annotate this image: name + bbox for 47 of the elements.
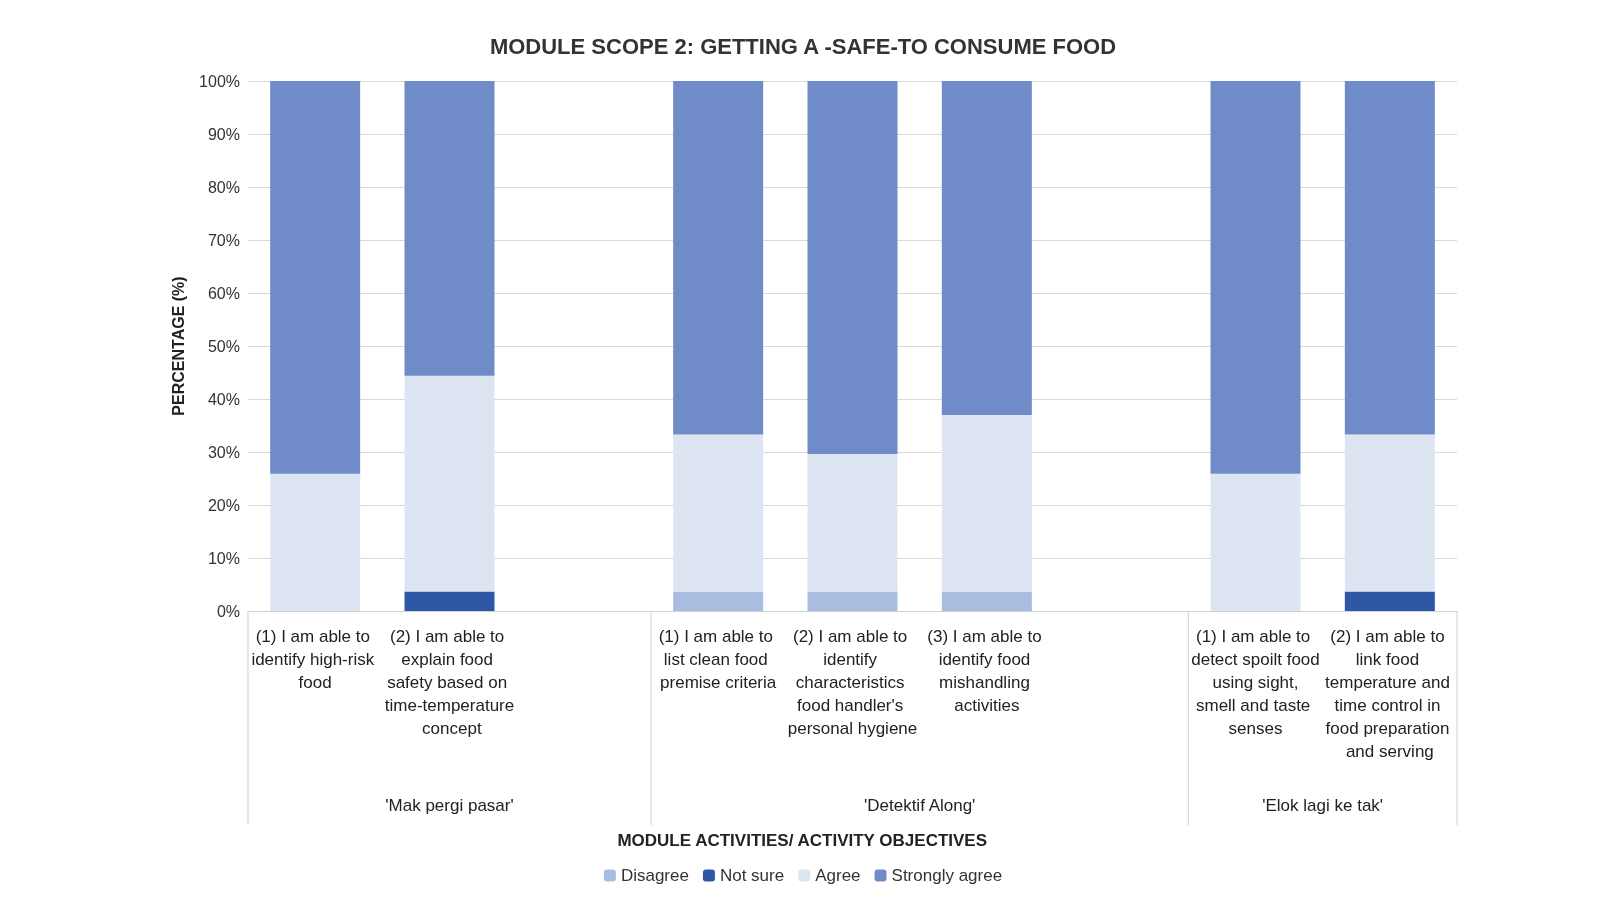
bar bbox=[270, 81, 361, 474]
bar bbox=[404, 375, 495, 592]
legend-label: Strongly agree bbox=[891, 866, 1003, 885]
bar bbox=[673, 591, 764, 611]
bar bbox=[807, 454, 898, 592]
y-tick-label: 100% bbox=[199, 72, 240, 90]
x-tick-label: (3) I am able to identify food mishandling activities bbox=[927, 627, 1047, 715]
text: 'Elok lagi ke tak' bbox=[1262, 796, 1384, 815]
text: 'Mak pergi pasar' bbox=[385, 796, 514, 815]
bar bbox=[1210, 81, 1301, 474]
bar bbox=[1344, 591, 1435, 611]
y-tick-label: 90% bbox=[207, 125, 240, 143]
y-tick-label: 60% bbox=[207, 284, 240, 302]
bar bbox=[941, 591, 1032, 611]
y-tick-label: 20% bbox=[207, 496, 240, 514]
bar bbox=[404, 591, 495, 611]
y-tick-label: 80% bbox=[207, 178, 240, 196]
bar bbox=[404, 81, 495, 376]
bar bbox=[673, 434, 764, 592]
bar bbox=[1210, 473, 1301, 611]
bar bbox=[807, 81, 898, 455]
x-axis-title: MODULE ACTIVITIES/ ACTIVITY OBJECTIVES bbox=[617, 831, 988, 850]
legend-label: Not sure bbox=[719, 866, 785, 885]
bar bbox=[941, 81, 1032, 415]
legend-label: Agree bbox=[815, 866, 861, 885]
bar bbox=[1344, 434, 1435, 592]
x-tick-label: (2) I am able to identify characteristics food handler's personal hygiene bbox=[787, 627, 918, 738]
bar bbox=[270, 473, 361, 611]
y-tick-label: 70% bbox=[207, 231, 240, 249]
y-tick-label: 40% bbox=[207, 390, 240, 408]
x-tick-label: (1) I am able to list clean food premise criteria bbox=[658, 627, 778, 692]
bar bbox=[941, 414, 1032, 592]
x-tick-label: (1) I am able to detect spoilt food using sight, smell and taste senses bbox=[1191, 627, 1320, 738]
bar bbox=[673, 81, 764, 435]
x-tick-label: (2) I am able to explain food safety based on time-temperature concept bbox=[384, 627, 515, 738]
y-tick-label: 30% bbox=[207, 443, 240, 461]
y-tick-label: 10% bbox=[207, 549, 240, 567]
y-tick-label: 0% bbox=[216, 602, 240, 620]
y-tick-label: 50% bbox=[207, 337, 240, 355]
y-axis-title: PERCENTAGE (%) bbox=[169, 276, 187, 416]
x-tick-label: (1) I am able to identify high-risk food bbox=[251, 627, 379, 692]
bar bbox=[807, 591, 898, 611]
x-tick-label: (2) I am able to link food temperature and time control in food preparation and serving bbox=[1325, 627, 1455, 761]
bar bbox=[1344, 81, 1435, 435]
chart-title: MODULE SCOPE 2: GETTING A -SAFE-TO CONSUME FOOD bbox=[489, 33, 1117, 59]
text: 'Detektif Along' bbox=[863, 796, 976, 815]
legend-label: Disagree bbox=[620, 866, 689, 885]
